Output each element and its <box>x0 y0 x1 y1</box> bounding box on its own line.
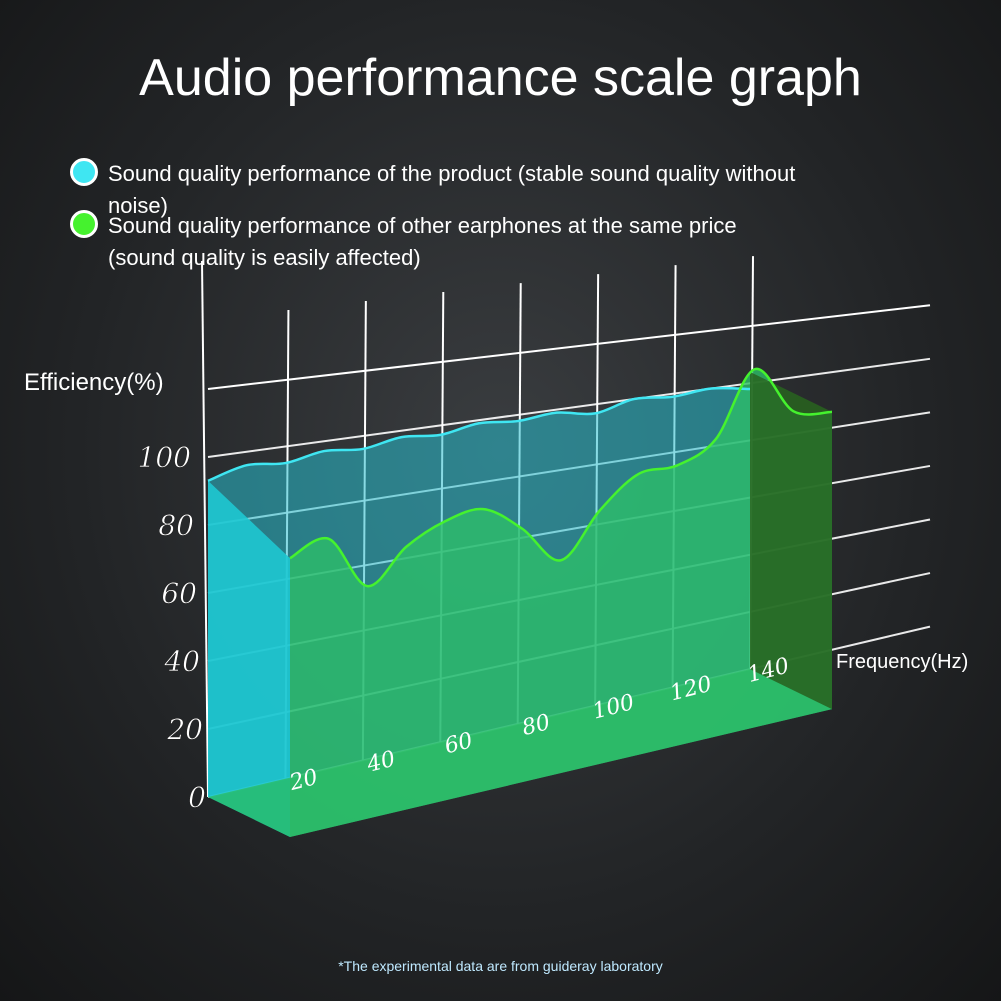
y-tick-label: 0 <box>188 781 206 814</box>
legend-swatch <box>70 158 98 186</box>
legend-swatch <box>70 210 98 238</box>
grid-line <box>207 304 931 390</box>
y-tick-label: 80 <box>158 509 194 542</box>
legend-entry: Sound quality performance of the product… <box>70 158 808 222</box>
y-tick-label: 100 <box>138 441 191 474</box>
x-axis-label: Frequency(Hz) <box>836 651 968 673</box>
area-fill <box>290 368 832 837</box>
y-tick-label: 60 <box>161 577 197 610</box>
axis-line <box>201 260 209 798</box>
series-line <box>289 367 833 588</box>
y-tick-label: 40 <box>163 645 200 678</box>
series-line <box>207 386 751 482</box>
y-tick-label: 20 <box>166 713 203 746</box>
chart-title: Audio performance scale graph <box>139 49 862 107</box>
side-wall <box>208 480 290 837</box>
legend-label: Sound quality performance of the product… <box>108 161 796 218</box>
side-wall <box>750 371 832 710</box>
legend-entry: Sound quality performance of other earph… <box>70 210 808 274</box>
footnote: *The experimental data are from guideray… <box>338 958 663 974</box>
grid-line <box>207 357 931 458</box>
legend-label: Sound quality performance of other earph… <box>108 213 737 270</box>
y-axis-label: Efficiency(%) <box>24 369 164 396</box>
